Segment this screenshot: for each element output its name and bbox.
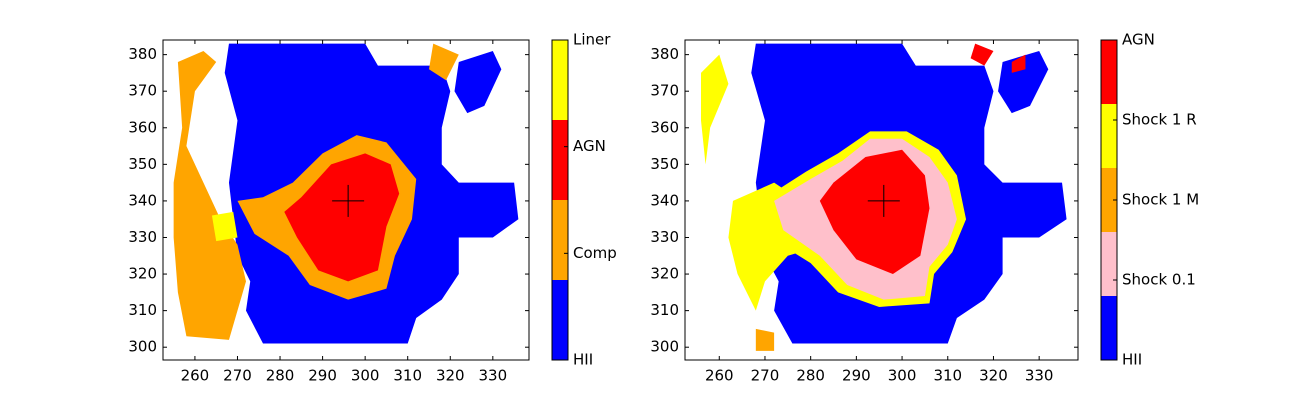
x-tick-label: 310 — [393, 367, 422, 385]
y-tick-label: 340 — [128, 191, 157, 209]
y-tick-label: 380 — [650, 45, 679, 63]
class-region — [755, 328, 775, 351]
y-tick-label: 320 — [650, 265, 679, 283]
x-tick-label: 260 — [181, 367, 210, 385]
x-tick-label: 270 — [223, 367, 252, 385]
class-region — [211, 211, 238, 242]
colorbar-segment — [1101, 40, 1117, 104]
x-tick-label: 320 — [436, 367, 465, 385]
x-tick-label: 300 — [351, 367, 380, 385]
y-tick-label: 380 — [128, 45, 157, 63]
colorbar-segment — [552, 40, 568, 120]
colorbar-segment — [1101, 104, 1117, 168]
y-tick-label: 310 — [128, 301, 157, 319]
x-tick-label: 270 — [751, 367, 780, 385]
y-tick-label: 360 — [128, 118, 157, 136]
x-tick-label: 330 — [1025, 367, 1054, 385]
class-region — [970, 43, 994, 66]
colorbar-label: Liner — [573, 31, 611, 49]
colorbar-label: AGN — [1122, 31, 1155, 49]
y-tick-label: 350 — [128, 155, 157, 173]
class-region — [1011, 54, 1026, 73]
y-tick-label: 310 — [650, 301, 679, 319]
colorbar-label: Comp — [573, 244, 617, 262]
class-region — [173, 50, 246, 340]
x-tick-label: 290 — [308, 367, 337, 385]
colorbar-segment — [1101, 168, 1117, 232]
colorbar-label: Shock 0.1 — [1122, 271, 1196, 289]
colorbar-label: AGN — [573, 137, 606, 155]
x-tick-label: 330 — [479, 367, 508, 385]
class-region — [284, 153, 400, 282]
x-tick-label: 280 — [796, 367, 825, 385]
class-region — [998, 50, 1049, 114]
colorbar-label: HII — [573, 351, 593, 369]
plot-frame — [684, 39, 1079, 361]
y-tick-label: 340 — [650, 191, 679, 209]
y-tick-label: 370 — [128, 82, 157, 100]
y-tick-label: 300 — [650, 338, 679, 356]
x-tick-label: 320 — [979, 367, 1008, 385]
class-region — [428, 43, 459, 81]
colorbar-segment — [1101, 296, 1117, 360]
colorbar-label: Shock 1 M — [1122, 191, 1199, 209]
x-tick-label: 310 — [933, 367, 962, 385]
y-tick-label: 360 — [650, 118, 679, 136]
class-region — [819, 149, 930, 275]
x-tick-label: 280 — [266, 367, 295, 385]
colorbar-segment — [1101, 232, 1117, 296]
plot-frame — [162, 39, 530, 361]
colorbar-label: Shock 1 R — [1122, 111, 1197, 129]
colorbar-segment — [552, 280, 568, 360]
class-region — [700, 54, 729, 165]
class-region — [454, 50, 502, 114]
x-tick-label: 260 — [705, 367, 734, 385]
colorbar-segment — [552, 200, 568, 280]
y-tick-label: 350 — [650, 155, 679, 173]
y-tick-label: 300 — [128, 338, 157, 356]
colorbar-segment — [552, 120, 568, 200]
x-tick-label: 290 — [842, 367, 871, 385]
colorbar-frame — [551, 39, 569, 361]
y-tick-label: 320 — [128, 265, 157, 283]
y-tick-label: 330 — [650, 228, 679, 246]
colorbar-label: HII — [1122, 351, 1142, 369]
y-tick-label: 330 — [128, 228, 157, 246]
x-tick-label: 300 — [888, 367, 917, 385]
y-tick-label: 370 — [650, 82, 679, 100]
